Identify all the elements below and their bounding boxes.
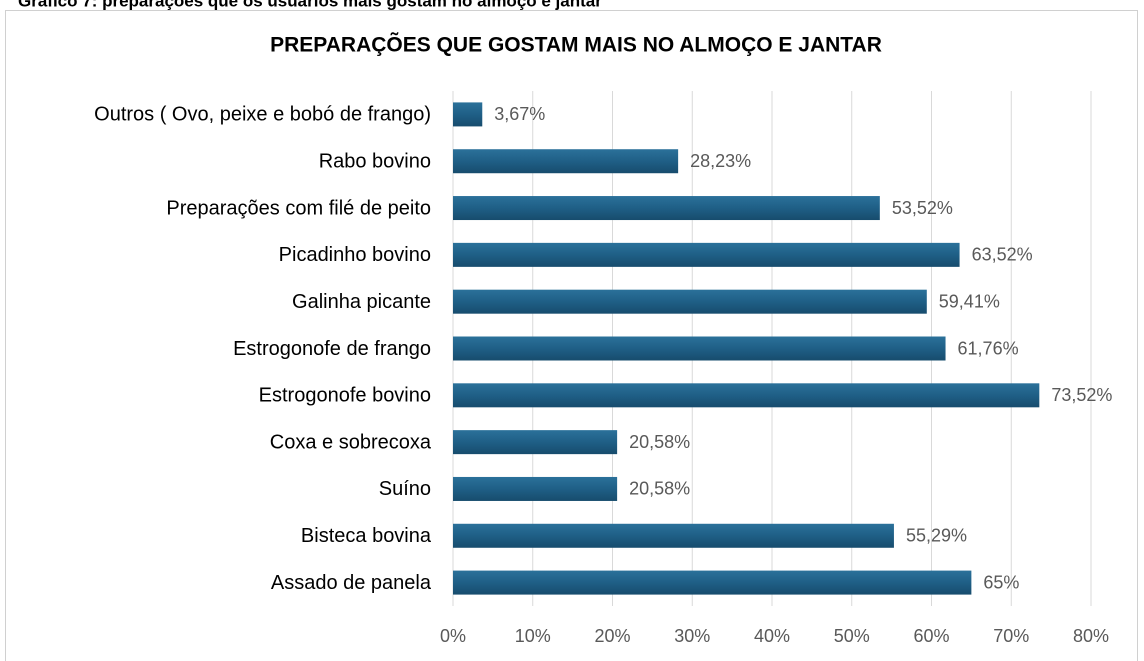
x-tick-label: 40% xyxy=(754,626,790,646)
data-label: 28,23% xyxy=(690,151,751,171)
y-tick-label: Estrogonofe de frango xyxy=(233,338,431,360)
data-label: 59,41% xyxy=(939,291,1000,311)
y-tick-label: Coxa e sobrecoxa xyxy=(270,431,432,453)
x-tick-label: 20% xyxy=(594,626,630,646)
y-tick-label: Estrogonofe bovino xyxy=(259,385,431,407)
data-label: 65% xyxy=(983,572,1019,592)
x-tick-label: 10% xyxy=(515,626,551,646)
y-tick-label: Preparações com filé de peito xyxy=(166,197,431,219)
data-label: 3,67% xyxy=(494,104,545,124)
y-tick-label: Outros ( Ovo, peixe e bobó de frango) xyxy=(94,104,431,126)
bar xyxy=(453,476,618,501)
bar xyxy=(453,196,880,221)
data-label: 20,58% xyxy=(629,432,690,452)
y-tick-label: Galinha picante xyxy=(292,291,431,313)
data-label: 53,52% xyxy=(892,198,953,218)
x-tick-label: 30% xyxy=(674,626,710,646)
x-tick-label: 0% xyxy=(440,626,466,646)
bar xyxy=(453,383,1040,408)
data-label: 63,52% xyxy=(972,245,1033,265)
bar xyxy=(453,570,972,595)
bar xyxy=(453,102,483,127)
caption: Gráfico 7: preparações que os usuários m… xyxy=(18,0,602,10)
bar xyxy=(453,336,946,361)
data-label: 55,29% xyxy=(906,526,967,546)
x-tick-label: 50% xyxy=(834,626,870,646)
y-tick-label: Picadinho bovino xyxy=(279,244,431,266)
bar xyxy=(453,430,618,455)
y-tick-label: Rabo bovino xyxy=(319,151,431,173)
data-label: 73,52% xyxy=(1051,385,1112,405)
chart-frame xyxy=(5,10,1138,661)
x-tick-label: 70% xyxy=(993,626,1029,646)
bar xyxy=(453,149,679,174)
data-label: 20,58% xyxy=(629,479,690,499)
y-tick-label: Suíno xyxy=(379,478,431,500)
bar xyxy=(453,523,894,548)
bar xyxy=(453,289,927,314)
x-tick-label: 80% xyxy=(1073,626,1109,646)
y-tick-label: Assado de panela xyxy=(271,572,432,594)
data-label: 61,76% xyxy=(958,338,1019,358)
bar xyxy=(453,242,960,267)
chart-title: PREPARAÇÕES QUE GOSTAM MAIS NO ALMOÇO E … xyxy=(270,33,882,57)
x-tick-label: 60% xyxy=(913,626,949,646)
y-tick-label: Bisteca bovina xyxy=(301,525,432,547)
